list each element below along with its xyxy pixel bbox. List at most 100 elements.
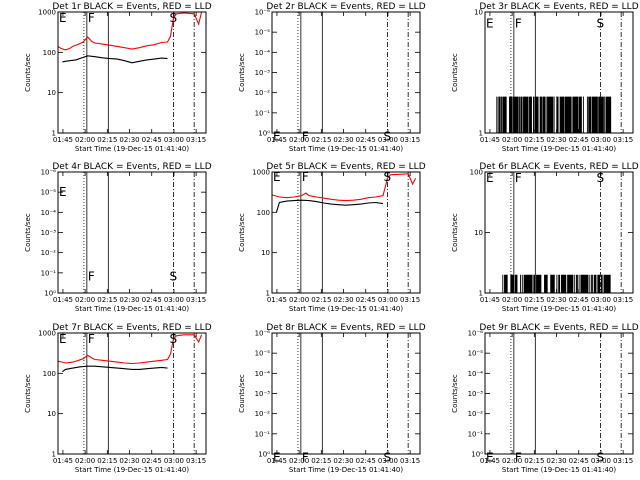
x-axis-label: Start Time (19-Dec-15 01:41:40) xyxy=(75,305,189,313)
x-tick-label: 02:45 xyxy=(142,296,162,304)
y-tick-label: 10⁻³ xyxy=(468,390,484,398)
y-tick-label: 10⁰ xyxy=(471,451,483,459)
y-tick-label: 10⁻³ xyxy=(255,390,271,398)
x-tick-label: 02:30 xyxy=(546,296,566,304)
x-tick-label: 02:15 xyxy=(524,296,544,304)
marker-letter-e: E xyxy=(59,11,67,25)
marker-letter-f: F xyxy=(302,130,309,144)
marker-letter-s: S xyxy=(596,171,604,185)
y-axis-label: Counts/sec xyxy=(238,213,246,252)
x-axis-label: Start Time (19-Dec-15 01:41:40) xyxy=(289,145,403,153)
panel-title: Det 3r BLACK = Events, RED = LLD xyxy=(479,2,638,12)
x-tick-label: 02:45 xyxy=(356,136,376,144)
x-tick-label: 02:00 xyxy=(502,136,522,144)
y-tick-label: 10⁻⁵ xyxy=(255,29,271,37)
lld-series-line xyxy=(271,173,417,202)
x-axis-label: Start Time (19-Dec-15 01:41:40) xyxy=(289,466,403,474)
marker-letter-f: F xyxy=(88,269,95,283)
y-tick-label: 10⁻⁶ xyxy=(255,9,271,17)
plot-frame xyxy=(57,332,207,455)
marker-letter-f: F xyxy=(88,332,95,346)
panel-title: Det 4r BLACK = Events, RED = LLD xyxy=(52,162,211,172)
marker-letter-s: S xyxy=(383,451,391,465)
x-tick-label: 03:15 xyxy=(613,296,633,304)
marker-letter-f: F xyxy=(515,17,522,31)
x-tick-label: 02:30 xyxy=(333,296,353,304)
events-series-line xyxy=(62,55,168,64)
y-tick-label: 1 xyxy=(479,130,483,138)
y-tick-label: 10⁰ xyxy=(258,130,270,138)
x-tick-label: 03:15 xyxy=(186,457,206,465)
y-tick-label: 10⁻² xyxy=(255,410,271,418)
y-tick-label: 10⁻² xyxy=(255,89,271,97)
marker-letter-e: E xyxy=(59,332,67,346)
x-tick-label: 01:45 xyxy=(267,136,287,144)
marker-letter-e: E xyxy=(273,451,281,465)
marker-letter-f: F xyxy=(515,451,522,465)
x-tick-label: 02:30 xyxy=(546,136,566,144)
x-tick-label: 02:00 xyxy=(289,457,309,465)
x-tick-label: 01:45 xyxy=(267,296,287,304)
y-tick-label: 10 xyxy=(47,410,56,418)
y-tick-label: 10⁻² xyxy=(41,249,57,257)
marker-letter-f: F xyxy=(302,451,309,465)
y-tick-label: 10⁻⁴ xyxy=(41,209,57,217)
marker-letter-e: E xyxy=(486,171,494,185)
x-tick-label: 02:15 xyxy=(97,136,117,144)
y-tick-label: 10 xyxy=(261,249,270,257)
y-tick-label: 10⁻¹ xyxy=(468,430,484,438)
y-tick-label: 10⁻⁵ xyxy=(255,350,271,358)
x-tick-label: 01:45 xyxy=(480,457,500,465)
x-tick-label: 02:45 xyxy=(356,457,376,465)
y-tick-label: 10⁻³ xyxy=(41,229,57,237)
x-tick-label: 02:30 xyxy=(119,136,139,144)
plot-frame xyxy=(57,11,207,134)
events-series-line xyxy=(62,365,168,373)
x-tick-label: 03:15 xyxy=(613,457,633,465)
panel-title: Det 6r BLACK = Events, RED = LLD xyxy=(479,162,638,172)
x-tick-label: 02:15 xyxy=(311,296,331,304)
x-tick-label: 02:00 xyxy=(502,457,522,465)
x-tick-label: 03:15 xyxy=(186,136,206,144)
y-tick-label: 1 xyxy=(266,290,270,298)
y-tick-label: 10⁻⁴ xyxy=(255,49,271,57)
x-tick-label: 03:00 xyxy=(591,296,611,304)
y-axis-label: Counts/sec xyxy=(238,53,246,92)
x-tick-label: 02:45 xyxy=(569,296,589,304)
x-tick-label: 01:45 xyxy=(480,296,500,304)
x-tick-label: 03:00 xyxy=(164,457,184,465)
x-tick-label: 02:30 xyxy=(546,457,566,465)
x-tick-label: 03:15 xyxy=(186,296,206,304)
x-tick-label: 02:15 xyxy=(524,457,544,465)
panel-title: Det 2r BLACK = Events, RED = LLD xyxy=(266,2,425,12)
x-tick-label: 02:00 xyxy=(75,296,95,304)
x-axis-label: Start Time (19-Dec-15 01:41:40) xyxy=(75,466,189,474)
y-axis-label: Counts/sec xyxy=(24,53,32,92)
y-tick-label: 1000 xyxy=(252,169,270,177)
marker-letter-e: E xyxy=(273,130,281,144)
plot-frame xyxy=(484,332,634,455)
y-tick-label: 10⁰ xyxy=(44,290,56,298)
x-tick-label: 02:30 xyxy=(119,457,139,465)
lld-series-line xyxy=(57,334,203,365)
marker-letter-f: F xyxy=(302,170,309,184)
events-spikes-series xyxy=(496,96,612,133)
panel-title: Det 1r BLACK = Events, RED = LLD xyxy=(52,2,211,12)
marker-letter-s: S xyxy=(596,451,604,465)
y-tick-label: 100 xyxy=(470,169,483,177)
marker-letter-s: S xyxy=(169,11,177,25)
x-axis-label: Start Time (19-Dec-15 01:41:40) xyxy=(502,305,616,313)
x-tick-label: 03:00 xyxy=(378,136,398,144)
y-tick-label: 1 xyxy=(52,451,56,459)
y-tick-label: 10⁻² xyxy=(468,410,484,418)
y-tick-label: 10 xyxy=(474,9,483,17)
x-axis-label: Start Time (19-Dec-15 01:41:40) xyxy=(289,305,403,313)
plot-frame xyxy=(271,11,421,134)
panel-title: Det 5r BLACK = Events, RED = LLD xyxy=(266,162,425,172)
